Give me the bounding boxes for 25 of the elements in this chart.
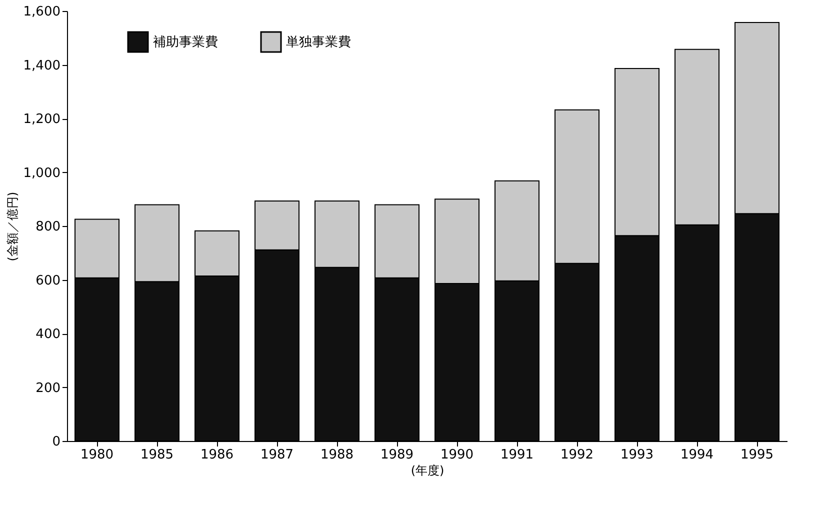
- x-tick-label: 1994: [680, 448, 714, 462]
- y-tick-label: 600: [36, 273, 60, 288]
- x-tick-label: 1986: [200, 448, 234, 462]
- x-axis-title: (年度): [410, 464, 444, 478]
- y-tick-label: 1,000: [23, 166, 60, 181]
- y-tick-label: 800: [36, 220, 60, 234]
- x-tick-label: 1995: [740, 448, 774, 462]
- x-tick-label: 1992: [560, 448, 594, 462]
- y-tick-label: 1,400: [23, 58, 60, 74]
- y-tick-label: 1,600: [23, 4, 60, 20]
- y-axis-title: (金額／億円): [5, 192, 20, 262]
- x-tick-label: 1990: [440, 448, 474, 462]
- x-tick-label: 1987: [260, 448, 294, 462]
- y-tick-label: 0: [52, 434, 60, 450]
- x-tick-label: 1988: [320, 448, 354, 462]
- legend-label: 補助事業費: [153, 35, 218, 50]
- x-tick-label: 1989: [380, 448, 414, 462]
- legend-label: 単独事業費: [286, 35, 351, 50]
- y-tick-label: 1,200: [23, 112, 60, 127]
- x-tick-label: 1993: [620, 448, 654, 462]
- x-tick-label: 1985: [140, 448, 174, 462]
- y-tick-label: 400: [36, 327, 60, 342]
- x-tick-label: 1980: [80, 448, 114, 462]
- x-tick-label: 1991: [500, 448, 534, 462]
- y-tick-label: 200: [36, 380, 60, 396]
